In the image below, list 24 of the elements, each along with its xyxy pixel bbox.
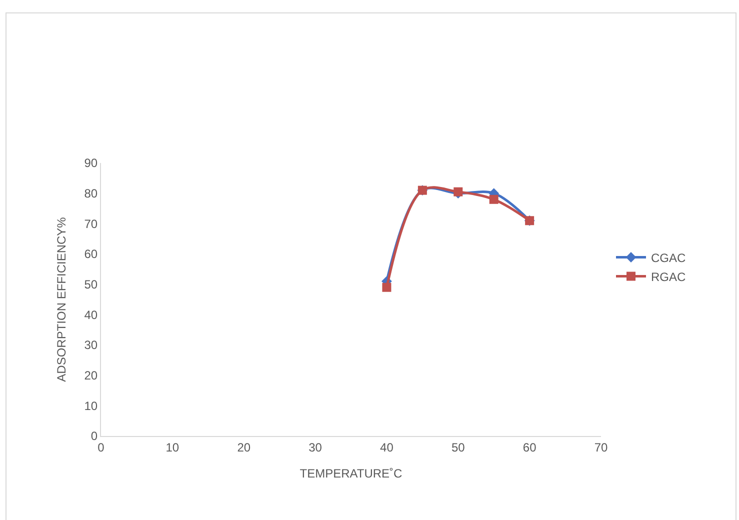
- x-tick-label: 30: [308, 440, 322, 454]
- x-tick-label: 50: [451, 440, 466, 454]
- point: [454, 187, 463, 196]
- x-tick-label: 10: [166, 440, 180, 454]
- x-tick-label: 20: [237, 440, 251, 454]
- legend-label: RGAC: [651, 270, 686, 284]
- y-tick-label: 30: [84, 338, 98, 352]
- y-axis-title: ADSORPTION EFFICIENCY%: [54, 216, 69, 382]
- point: [382, 282, 392, 292]
- legend-label: CGAC: [651, 250, 686, 265]
- y-tick-label: 50: [84, 278, 98, 292]
- y-tick-label: 60: [84, 247, 98, 262]
- y-tick-label: 90: [84, 156, 98, 170]
- x-tick-label: 70: [594, 440, 608, 454]
- x-axis-title: TEMPERATURE˚C: [300, 466, 403, 480]
- y-tick-label: 10: [84, 398, 98, 413]
- y-tick-label: 20: [84, 368, 98, 383]
- x-tick-label: 60: [522, 440, 537, 454]
- x-tick-label: 40: [380, 440, 394, 454]
- y-tick-label: 40: [84, 308, 98, 322]
- y-tick-label: 70: [84, 216, 98, 231]
- y-tick-label: 0: [90, 429, 98, 444]
- y-tick-label: 80: [84, 186, 98, 201]
- point: [489, 194, 498, 204]
